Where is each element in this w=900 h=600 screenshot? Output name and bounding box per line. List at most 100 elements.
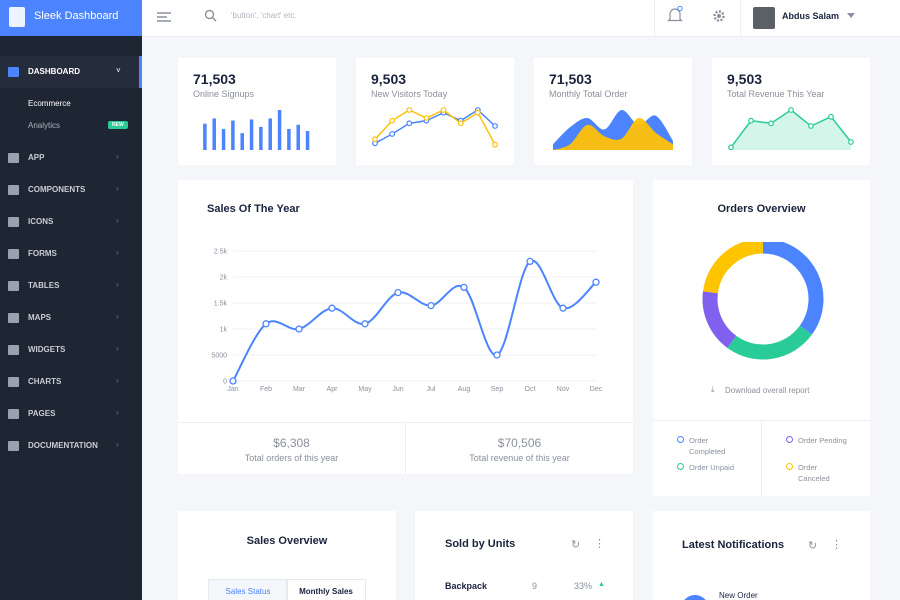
sparkline xyxy=(372,107,498,148)
point xyxy=(423,115,430,121)
point xyxy=(492,123,498,129)
settings-icon[interactable] xyxy=(712,9,726,23)
tab[interactable]: Monthly Sales xyxy=(286,579,366,600)
user-name[interactable]: Abdus Salam xyxy=(782,11,840,21)
menu-icon xyxy=(8,217,19,227)
x-tick-label: Dec xyxy=(590,386,603,393)
stat-label: Online Signups xyxy=(193,89,255,99)
more-icon[interactable]: ⋮ xyxy=(831,539,842,551)
brand: Sleek Dashboard xyxy=(34,10,119,22)
line xyxy=(232,259,597,382)
legend-label: Order Canceled xyxy=(798,463,830,483)
sparkline xyxy=(203,110,310,150)
point xyxy=(262,320,270,328)
sparkline xyxy=(728,107,854,150)
menu-item[interactable]: ICONS xyxy=(28,217,54,226)
point xyxy=(848,139,854,145)
menu-item[interactable]: DOCUMENTATION xyxy=(28,441,98,450)
legend-dot xyxy=(677,463,684,470)
menu-item[interactable]: APP xyxy=(28,153,45,162)
more-icon[interactable]: ⋮ xyxy=(594,538,605,550)
submenu-item[interactable]: Analytics xyxy=(28,121,61,130)
x-tick-label: Mar xyxy=(293,386,306,393)
x-tick-label: Apr xyxy=(327,386,339,393)
menu-item[interactable]: WIDGETS xyxy=(28,345,66,354)
search-icon xyxy=(204,9,217,22)
menu-icon xyxy=(8,377,19,387)
bar xyxy=(287,128,291,150)
refresh-icon[interactable]: ↻ xyxy=(571,539,581,551)
point xyxy=(828,113,834,120)
point xyxy=(229,377,237,385)
total-value: $6,308 xyxy=(273,436,310,450)
chevron: ˅ xyxy=(116,66,121,75)
menu-item[interactable]: TABLES xyxy=(28,281,60,290)
menu-item[interactable]: FORMS xyxy=(28,249,57,258)
stat-card: 9,503 Total Revenue This Year xyxy=(712,58,870,165)
point xyxy=(328,304,336,312)
refresh-icon[interactable]: ↻ xyxy=(808,540,818,552)
total-value: $70,506 xyxy=(497,436,542,450)
point xyxy=(406,120,413,127)
stat-value: 9,503 xyxy=(727,71,763,87)
menu-icon xyxy=(8,281,19,291)
bar xyxy=(240,133,244,150)
legend-dot xyxy=(677,436,684,443)
notifications-card: Latest Notifications ↻ ⋮ New Order xyxy=(653,511,870,600)
orders-card: Orders Overview ⤓ Download overall report O… xyxy=(653,180,870,496)
point xyxy=(526,257,534,266)
point xyxy=(372,136,378,143)
legend-dot xyxy=(786,463,793,470)
x-tick-label: Oct xyxy=(525,386,536,393)
bar xyxy=(259,126,263,150)
y-tick-label: 2.5k xyxy=(214,249,228,256)
point xyxy=(460,283,468,292)
notifications-icon[interactable] xyxy=(667,6,683,24)
card-title: Orders Overview xyxy=(717,203,806,215)
notification-icon xyxy=(681,595,709,600)
total-label: Total revenue of this year xyxy=(469,453,570,463)
x-tick-label: Sep xyxy=(491,386,504,393)
stat-label: Monthly Total Order xyxy=(549,89,628,99)
x-tick-label: Jul xyxy=(427,386,436,393)
bar xyxy=(305,131,310,150)
chevron: › xyxy=(116,376,119,385)
menu-item[interactable]: CHARTS xyxy=(28,377,62,386)
menu-item[interactable]: DASHBOARD xyxy=(28,67,80,76)
chevron: › xyxy=(116,408,119,417)
point xyxy=(457,120,464,127)
chevron: › xyxy=(116,312,119,321)
brand-bar[interactable]: Sleek Dashboard xyxy=(0,0,142,36)
area xyxy=(731,110,851,150)
download-link[interactable]: Download overall report xyxy=(725,386,810,395)
point xyxy=(295,325,303,333)
line-chart: 0 5000 1k 1.5k 2k 2.5k Jan Feb Mar Apr May Jun Jul Au… xyxy=(211,249,603,394)
stat-label: New Visitors Today xyxy=(371,89,448,99)
tab[interactable]: Sales Status xyxy=(208,579,288,600)
stat-card: 71,503 Online Signups xyxy=(178,58,336,165)
point xyxy=(592,278,600,286)
divider xyxy=(740,0,741,36)
point xyxy=(389,131,396,137)
avatar[interactable] xyxy=(753,7,775,29)
card-title: Latest Notifications xyxy=(682,539,785,551)
bar xyxy=(231,120,235,150)
caret xyxy=(847,13,855,18)
trend-up: ▲ xyxy=(598,581,605,588)
bar xyxy=(212,118,216,150)
point xyxy=(559,304,567,312)
divider xyxy=(761,420,762,496)
menu-icon xyxy=(8,185,19,195)
point xyxy=(427,301,435,310)
x-tick-label: Nov xyxy=(557,386,570,393)
menu-item[interactable]: MAPS xyxy=(28,313,52,322)
submenu-item[interactable]: Ecommerce xyxy=(28,99,71,108)
menu-item[interactable]: COMPONENTS xyxy=(28,185,86,194)
badge: NEW xyxy=(108,121,128,129)
menu-item[interactable]: PAGES xyxy=(28,409,56,418)
sales-card: Sales Of The Year 0 5000 1k 1.5k 2k 2.5k Jan Feb… xyxy=(178,180,633,474)
menu-toggle[interactable] xyxy=(156,10,172,24)
notification-title[interactable]: New Order xyxy=(719,591,758,600)
search-input[interactable]: 'button', 'chart' etc. xyxy=(231,11,297,20)
chevron: › xyxy=(116,440,119,449)
